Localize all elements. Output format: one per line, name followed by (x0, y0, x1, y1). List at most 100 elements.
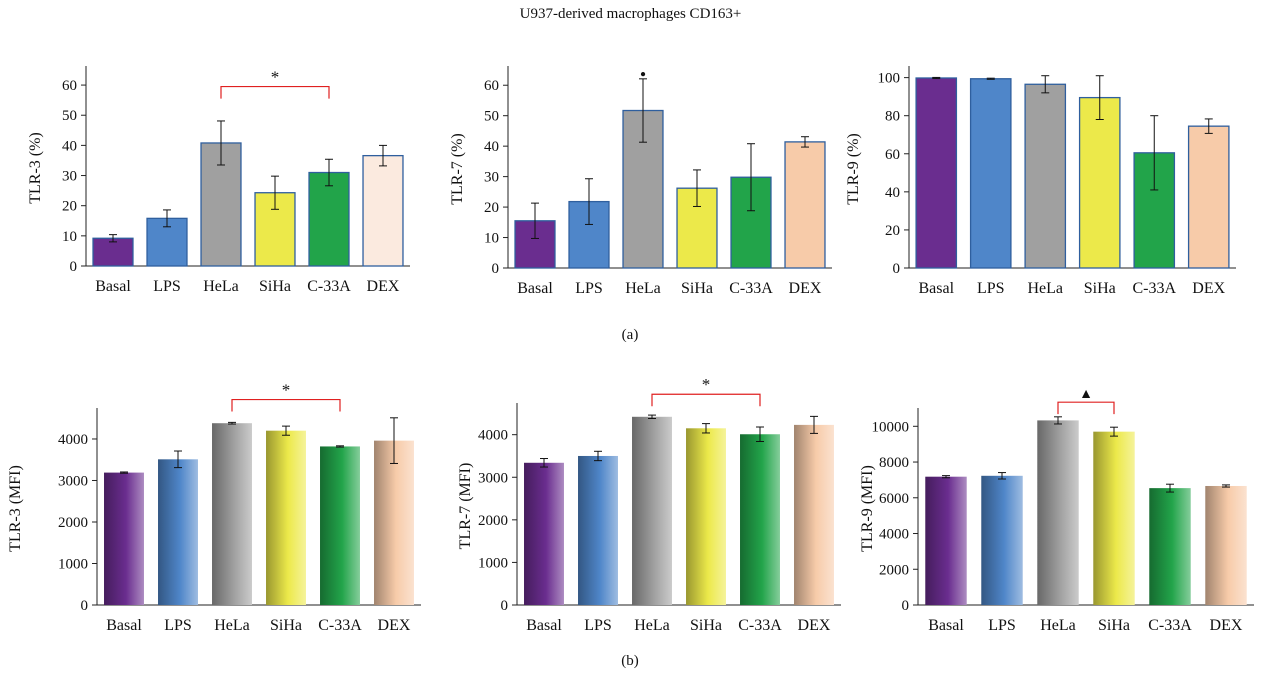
y-tick-label: 2000 (478, 513, 508, 529)
x-tick-label: SiHa (270, 617, 302, 634)
significance-marker: * (282, 381, 291, 400)
x-tick-label: SiHa (1084, 280, 1116, 297)
significance-bracket (220, 85, 330, 99)
y-tick-label: 3000 (58, 473, 88, 489)
bar-c-33a (320, 446, 360, 605)
chart-2: 0 10 20 30 40 50 60 TLR-7 (%) Basal LPS HeLa SiHa C-… (449, 65, 832, 297)
bar-hela (1037, 420, 1079, 605)
y-tick-label: 8000 (879, 455, 909, 471)
x-tick-label: LPS (977, 280, 1005, 297)
y-axis-label: TLR-7 (MFI) (457, 463, 474, 550)
y-tick-label: 3000 (478, 470, 508, 486)
y-axis-label: TLR-9 (%) (845, 133, 862, 205)
x-tick-label: HeLa (214, 617, 250, 634)
bar-basal (92, 237, 134, 267)
panel-label-a: (a) (621, 327, 639, 343)
bar-siha (1093, 431, 1135, 605)
x-tick-label: Basal (928, 617, 964, 634)
y-tick-label: 2000 (58, 515, 88, 531)
significance-marker: ▲ (1079, 387, 1093, 402)
y-tick-label: 0 (492, 261, 500, 277)
y-tick-label: 60 (885, 147, 900, 163)
y-tick-label: 20 (484, 200, 499, 216)
x-tick-label: DEX (789, 280, 822, 297)
bar-c-33a (1149, 488, 1191, 605)
y-tick-label: 20 (885, 223, 900, 239)
y-tick-label: 4000 (478, 428, 508, 444)
x-tick-label: SiHa (259, 278, 291, 295)
x-tick-label: HeLa (625, 280, 661, 297)
y-tick-label: 6000 (879, 491, 909, 507)
y-tick-label: 0 (81, 598, 89, 614)
bar-hela (212, 423, 252, 605)
x-tick-label: SiHa (681, 280, 713, 297)
bar-lps (158, 459, 198, 605)
x-tick-label: C-33A (307, 278, 351, 295)
bar-dex (374, 440, 414, 605)
bar-lps (969, 78, 1012, 269)
bar-dex (794, 424, 834, 605)
chart-4: 0 1000 2000 3000 4000 TLR-3 (MFI) Basal LPS HeLa… (7, 381, 421, 634)
significance-marker: • (640, 65, 646, 85)
x-tick-label: SiHa (1098, 617, 1130, 634)
bar-dex (362, 154, 404, 267)
y-tick-label: 10 (62, 229, 77, 245)
x-tick-label: HeLa (634, 617, 670, 634)
x-tick-label: LPS (153, 278, 181, 295)
x-tick-label: C-33A (1132, 280, 1176, 297)
y-tick-label: 1000 (58, 556, 88, 572)
y-axis-label: TLR-3 (MFI) (7, 465, 24, 552)
x-tick-label: C-33A (1148, 617, 1192, 634)
x-tick-label: Basal (526, 617, 562, 634)
bar-hela (1024, 83, 1067, 269)
x-tick-label: LPS (988, 617, 1016, 634)
significance-marker: * (271, 68, 280, 87)
bar-siha (1078, 96, 1121, 269)
bar-hela (632, 416, 672, 605)
x-tick-label: HeLa (1040, 617, 1076, 634)
bar-basal (514, 220, 556, 269)
y-tick-label: 60 (484, 78, 499, 94)
bar-lps (578, 455, 618, 605)
y-tick-label: 80 (885, 109, 900, 125)
y-tick-label: 10 (484, 231, 499, 247)
y-tick-label: 40 (484, 139, 499, 155)
bar-siha (266, 430, 306, 605)
y-tick-label: 4000 (879, 527, 909, 543)
x-tick-label: C-33A (729, 280, 773, 297)
y-tick-label: 0 (902, 598, 910, 614)
y-tick-label: 50 (62, 108, 77, 124)
significance-marker: * (702, 375, 711, 394)
bar-basal (524, 462, 564, 605)
x-tick-label: LPS (584, 617, 612, 634)
y-tick-label: 30 (484, 170, 499, 186)
y-tick-label: 40 (62, 138, 77, 154)
x-tick-label: DEX (367, 278, 400, 295)
x-tick-label: HeLa (1027, 280, 1063, 297)
significance-bracket (231, 398, 341, 412)
x-tick-label: DEX (798, 617, 831, 634)
x-tick-label: DEX (1210, 617, 1243, 634)
bar-basal (925, 476, 967, 605)
bar-dex (1187, 125, 1230, 269)
y-tick-label: 100 (878, 71, 901, 87)
x-tick-label: LPS (575, 280, 603, 297)
x-tick-label: LPS (164, 617, 192, 634)
x-tick-label: Basal (95, 278, 131, 295)
y-axis-label: TLR-7 (%) (449, 133, 466, 205)
x-tick-label: DEX (1192, 280, 1225, 297)
y-tick-label: 0 (893, 261, 901, 277)
y-tick-label: 0 (70, 259, 78, 275)
chart-6: 0 2000 4000 6000 8000 10000 TLR-9 (MFI) Basal LP… (859, 387, 1254, 634)
significance-bracket (1057, 401, 1115, 415)
y-tick-label: 10000 (872, 419, 910, 435)
bar-basal (915, 77, 958, 269)
x-tick-label: SiHa (690, 617, 722, 634)
chart-1: 0 10 20 30 40 50 60 TLR-3 (%) Basal LPS HeLa SiHa C-… (27, 66, 410, 295)
x-tick-label: HeLa (203, 278, 239, 295)
panel-label-b: (b) (621, 653, 639, 669)
bar-c-33a (740, 434, 780, 605)
y-tick-label: 30 (62, 169, 77, 185)
y-tick-label: 60 (62, 78, 77, 94)
